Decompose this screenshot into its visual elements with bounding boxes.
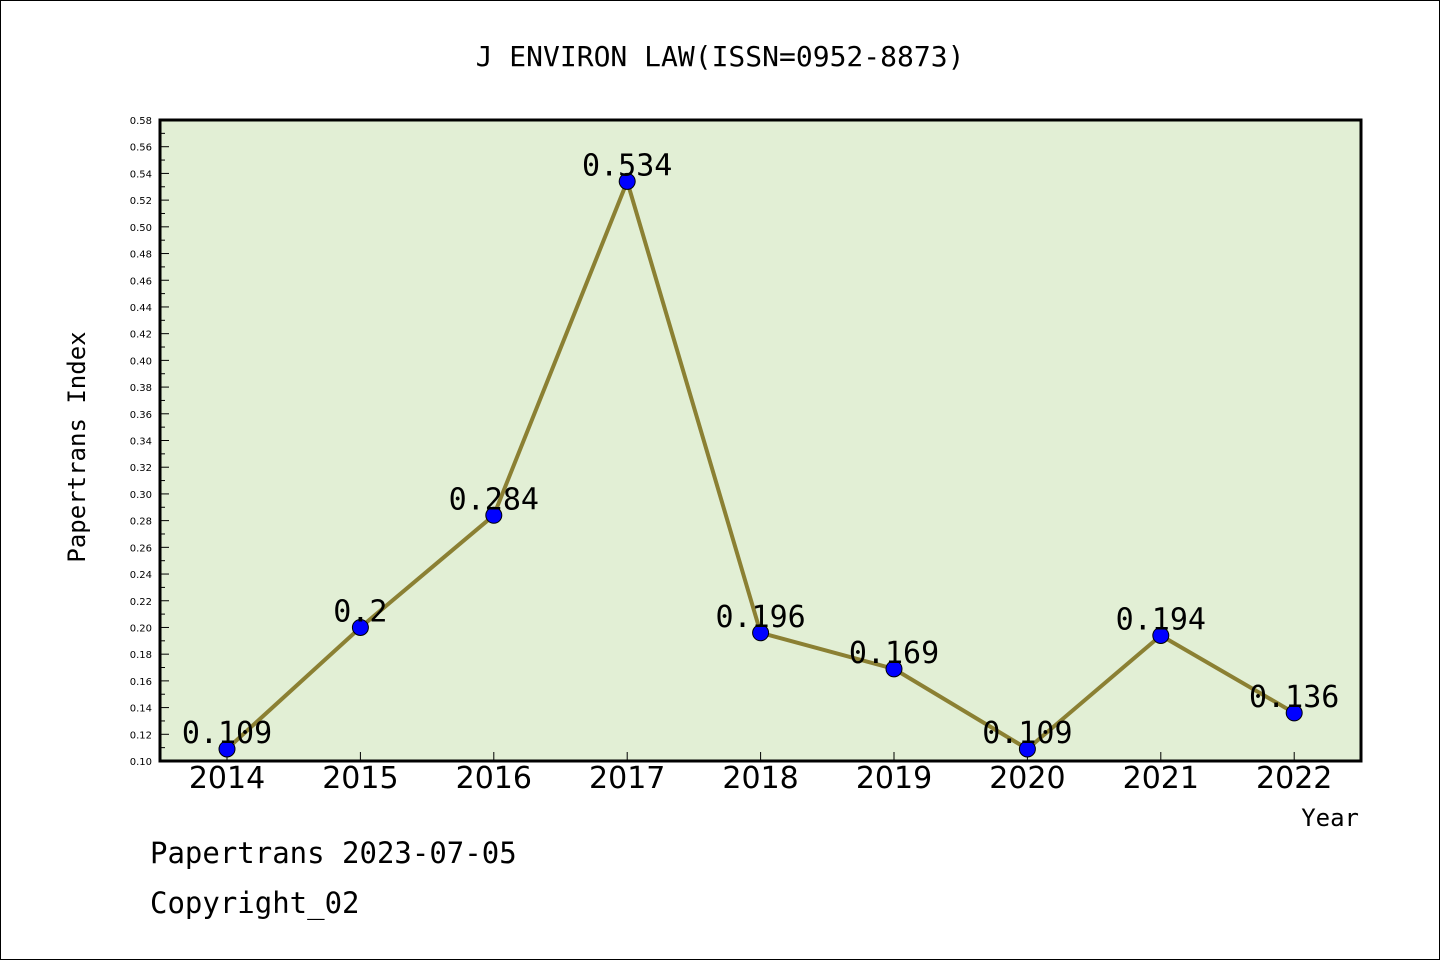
y-tick-label: 0.14 bbox=[130, 704, 152, 715]
data-point bbox=[752, 624, 770, 642]
y-tick-label: 0.20 bbox=[130, 623, 152, 634]
y-tick-label: 0.34 bbox=[130, 437, 152, 448]
data-point bbox=[1285, 704, 1303, 722]
data-point bbox=[218, 740, 236, 758]
y-tick-label: 0.40 bbox=[130, 356, 152, 367]
y-tick-label: 0.18 bbox=[130, 650, 152, 661]
x-tick-label: 2014 bbox=[189, 761, 265, 796]
x-tick-label: 2019 bbox=[856, 761, 932, 796]
series-markers bbox=[218, 172, 1303, 758]
y-tick-label: 0.42 bbox=[130, 330, 152, 341]
y-axis-label: Papertrans Index bbox=[63, 331, 91, 562]
data-point bbox=[351, 618, 369, 636]
data-label: 0.109 bbox=[982, 716, 1072, 751]
footer-copyright-text: Copyright_02 bbox=[150, 886, 360, 920]
y-tick-label: 0.28 bbox=[130, 517, 152, 528]
data-label: 0.196 bbox=[715, 600, 805, 635]
x-tick-label: 2016 bbox=[456, 761, 532, 796]
data-label: 0.2 bbox=[333, 594, 387, 629]
y-tick-label: 0.48 bbox=[130, 250, 152, 261]
data-point bbox=[1152, 626, 1170, 644]
data-label: 0.109 bbox=[182, 716, 272, 751]
plot-area bbox=[158, 118, 1363, 763]
data-labels: 0.109 0.2 0.284 0.534 0.196 0.169 0.109 0.194 0.… bbox=[182, 148, 1340, 751]
y-tick-label: 0.50 bbox=[130, 223, 152, 234]
data-label: 0.534 bbox=[582, 148, 672, 183]
y-tick-label: 0.12 bbox=[130, 730, 152, 741]
y-tick-label: 0.54 bbox=[130, 169, 152, 180]
x-axis-label: Year bbox=[1301, 804, 1359, 832]
y-tick-label: 0.22 bbox=[130, 597, 152, 608]
data-point bbox=[618, 172, 636, 190]
y-tick-label: 0.36 bbox=[130, 410, 152, 421]
footer-date-text: Papertrans 2023-07-05 bbox=[150, 836, 517, 870]
y-tick-label: 0.30 bbox=[130, 490, 152, 501]
data-label: 0.169 bbox=[849, 636, 939, 671]
y-tick-label: 0.44 bbox=[130, 303, 152, 314]
y-tick-label: 0.16 bbox=[130, 677, 152, 688]
data-label: 0.136 bbox=[1249, 680, 1339, 715]
x-tick-label: 2022 bbox=[1256, 761, 1332, 796]
data-label: 0.194 bbox=[1116, 602, 1206, 637]
y-tick-label: 0.10 bbox=[130, 757, 152, 768]
chart-title: J ENVIRON LAW(ISSN=0952-8873) bbox=[476, 40, 965, 73]
y-tick-label: 0.56 bbox=[130, 143, 152, 154]
data-point bbox=[1018, 740, 1036, 758]
y-tick-label: 0.52 bbox=[130, 196, 152, 207]
data-label: 0.284 bbox=[449, 482, 539, 517]
y-tick-label: 0.46 bbox=[130, 276, 152, 287]
x-axis: 2014 2015 2016 2017 2018 2019 2020 2021 2022 bbox=[189, 752, 1332, 796]
x-tick-label: 2018 bbox=[722, 761, 798, 796]
x-tick-label: 2020 bbox=[989, 761, 1065, 796]
y-axis: 0.10 0.12 0.14 0.16 0.18 0.20 0.22 0.24 0.26 0.28… bbox=[130, 116, 169, 768]
y-tick-label: 0.24 bbox=[130, 570, 152, 581]
y-tick-label: 0.38 bbox=[130, 383, 152, 394]
y-tick-label: 0.32 bbox=[130, 463, 152, 474]
data-point bbox=[885, 660, 903, 678]
y-tick-label: 0.58 bbox=[130, 116, 152, 127]
x-tick-label: 2015 bbox=[322, 761, 398, 796]
data-point bbox=[485, 506, 503, 524]
x-tick-label: 2021 bbox=[1123, 761, 1199, 796]
x-tick-label: 2017 bbox=[589, 761, 665, 796]
y-tick-label: 0.26 bbox=[130, 543, 152, 554]
